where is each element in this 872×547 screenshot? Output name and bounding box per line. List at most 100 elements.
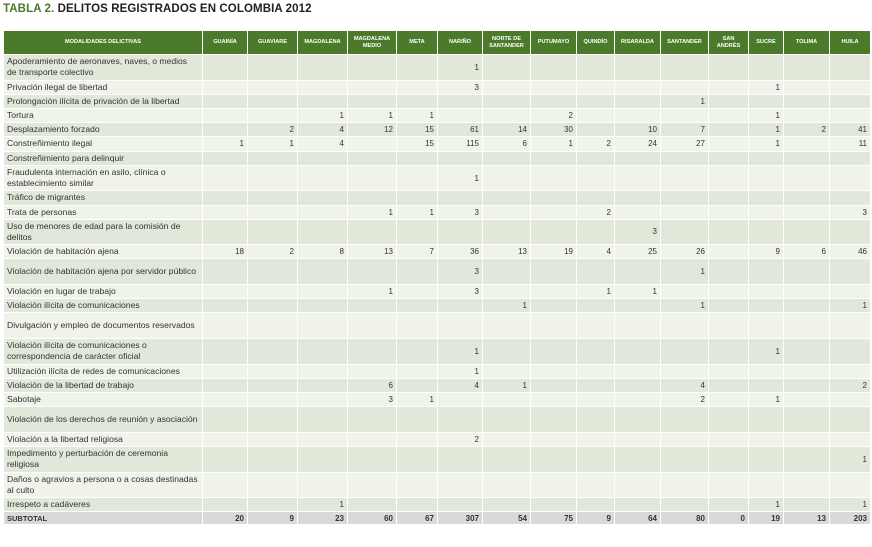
cell-value: [748, 54, 784, 81]
cell-value: [576, 122, 615, 138]
table-row: Violación a la libertad religiosa 2: [3, 431, 871, 447]
cell-value: [396, 431, 438, 447]
cell-value: [614, 93, 661, 109]
cell-value: [396, 377, 438, 394]
cell-value: [708, 406, 749, 433]
cell-value: [614, 391, 661, 408]
cell-value: [829, 79, 871, 95]
cell-value: [660, 204, 709, 220]
cell-value: [576, 406, 615, 433]
cell-value: [614, 406, 661, 433]
cell-value: 1: [748, 79, 784, 95]
cell-value: [202, 79, 248, 95]
cell-value: [530, 377, 577, 394]
cell-value: [783, 107, 830, 124]
cell-value: [297, 284, 348, 300]
cell-value: [748, 93, 784, 109]
subtotal-value: 19: [748, 511, 784, 526]
cell-value: 1: [660, 258, 709, 286]
cell-value: [614, 312, 661, 340]
cell-value: [614, 150, 661, 166]
table-row: Uso de menores de edad para la comisión …: [3, 218, 871, 246]
cell-value: [660, 431, 709, 447]
cell-value: [576, 471, 615, 499]
cell-value: 2: [576, 136, 615, 152]
cell-value: [482, 406, 531, 433]
cell-value: [347, 363, 397, 379]
cell-value: [708, 93, 749, 109]
cell-value: [297, 312, 348, 340]
table-row: Impedimento y perturbación de ceremonia …: [3, 445, 871, 473]
cell-value: [482, 107, 531, 124]
cell-value: 27: [660, 136, 709, 152]
cell-value: [530, 93, 577, 109]
subtotal-value: 54: [482, 511, 531, 526]
cell-value: [347, 406, 397, 433]
cell-value: [396, 338, 438, 365]
subtotal-row: SUBTOTAL 20 9 23 60 67 307 54 75 9 64 80 0 19 13 203: [3, 511, 871, 526]
row-label: Prolongación ilícita de privación de la …: [3, 93, 203, 109]
cell-value: [829, 406, 871, 433]
cell-value: 3: [437, 204, 483, 220]
cell-value: [576, 190, 615, 206]
cell-value: [247, 218, 298, 246]
cell-value: [708, 122, 749, 138]
cell-value: [482, 79, 531, 95]
cell-value: 46: [829, 244, 871, 260]
cell-value: [247, 377, 298, 394]
cell-value: [783, 471, 830, 499]
subtotal-value: 13: [783, 511, 830, 526]
cell-value: [829, 164, 871, 192]
cell-value: [347, 338, 397, 365]
cell-value: [748, 150, 784, 166]
cell-value: [783, 445, 830, 473]
cell-value: [396, 79, 438, 95]
cell-value: [202, 150, 248, 166]
cell-value: [783, 497, 830, 513]
table-row: Violación ilícita de comunicaciones o co…: [3, 338, 871, 365]
column-header-nariño: NARIÑO: [437, 30, 483, 55]
cell-value: [829, 218, 871, 246]
cell-value: [247, 164, 298, 192]
cell-value: [202, 54, 248, 81]
cell-value: [530, 150, 577, 166]
cell-value: [660, 312, 709, 340]
cell-value: [202, 391, 248, 408]
cell-value: 1: [748, 122, 784, 138]
cell-value: 3: [829, 204, 871, 220]
cell-value: [829, 284, 871, 300]
cell-value: [202, 258, 248, 286]
cell-value: [396, 445, 438, 473]
cell-value: [576, 107, 615, 124]
column-header-santander: SANTANDER: [660, 30, 709, 55]
table-row: Constreñimiento ilegal 1 1 4 15 115 6 1 2 24 27 1 11: [3, 136, 871, 152]
cell-value: 61: [437, 122, 483, 138]
cell-value: [202, 218, 248, 246]
cell-value: [247, 190, 298, 206]
cell-value: 15: [396, 122, 438, 138]
cell-value: [202, 204, 248, 220]
cell-value: [297, 431, 348, 447]
table-row: Utilización ilícita de redes de comunica…: [3, 363, 871, 379]
column-header-modalidades: MODALIDADES DELICTIVAS: [3, 30, 203, 55]
cell-value: [482, 497, 531, 513]
row-label: Irrespeto a cadáveres: [3, 497, 203, 513]
cell-value: 1: [748, 497, 784, 513]
cell-value: 30: [530, 122, 577, 138]
cell-value: 1: [482, 298, 531, 314]
cell-value: [297, 258, 348, 286]
cell-value: [347, 431, 397, 447]
subtotal-value: 23: [297, 511, 348, 526]
cell-value: [347, 150, 397, 166]
cell-value: [482, 338, 531, 365]
cell-value: 1: [576, 284, 615, 300]
cell-value: [396, 406, 438, 433]
cell-value: [202, 377, 248, 394]
column-header-magdalena: MAGDALENA: [297, 30, 348, 55]
cell-value: [748, 363, 784, 379]
cell-value: [748, 284, 784, 300]
cell-value: [708, 204, 749, 220]
cell-value: [396, 471, 438, 499]
cell-value: 7: [396, 244, 438, 260]
cell-value: [347, 445, 397, 473]
